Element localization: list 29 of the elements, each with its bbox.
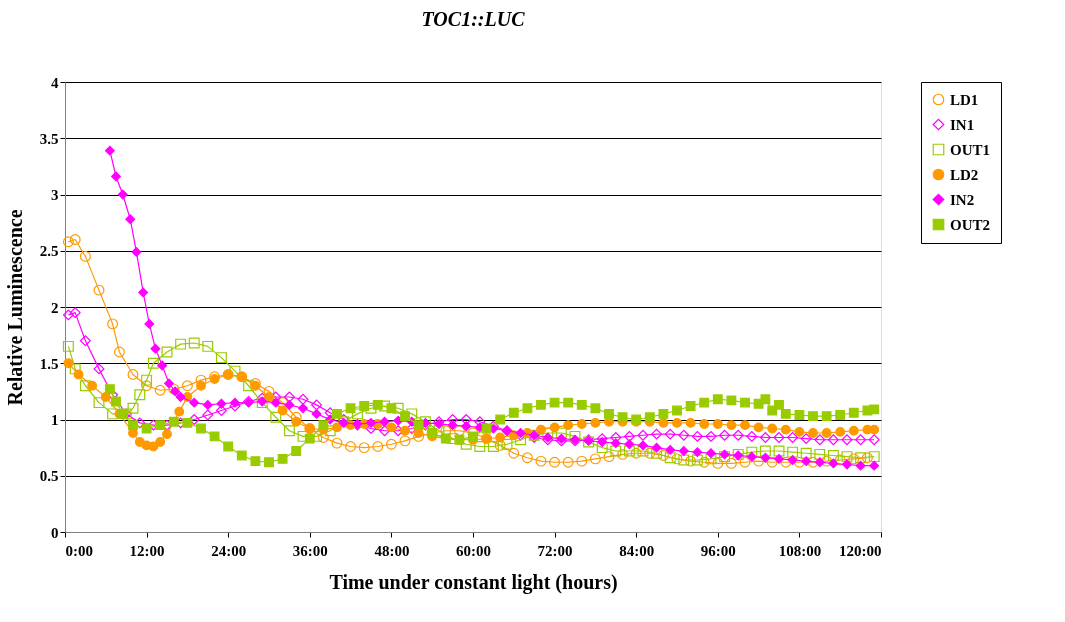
x-axis-title: Time under constant light (hours) xyxy=(329,570,618,594)
y-tick-label: 3.5 xyxy=(39,130,59,147)
x-tick-label: 60:00 xyxy=(456,542,491,559)
legend-label: OUT2 xyxy=(950,216,991,233)
x-tick-label: 108:00 xyxy=(778,542,822,559)
y-axis-title: Relative Luminescence xyxy=(3,209,26,406)
y-tick-label: 0.5 xyxy=(39,468,59,485)
chart-title: TOC1::LUC xyxy=(421,8,526,30)
x-tick-label: 84:00 xyxy=(619,542,655,559)
y-tick-label: 1 xyxy=(51,412,59,428)
y-tick-label: 0 xyxy=(51,524,59,541)
x-tick-label: 120:00 xyxy=(839,542,882,559)
x-tick-label: 96:00 xyxy=(700,542,736,559)
legend-label: IN2 xyxy=(950,191,975,208)
legend-label: LD1 xyxy=(950,91,979,108)
y-tick-label: 4 xyxy=(51,74,59,91)
y-tick-label: 1.5 xyxy=(39,355,59,372)
legend-label: IN1 xyxy=(950,116,975,133)
x-tick-label: 72:00 xyxy=(537,542,573,559)
x-tick-label: 24:00 xyxy=(211,542,247,559)
x-tick-label: 48:00 xyxy=(374,542,410,559)
y-tick-label: 3 xyxy=(51,187,59,203)
x-tick-label: 36:00 xyxy=(292,542,328,559)
x-tick-label: 0:00 xyxy=(65,542,93,559)
x-tick-label: 12:00 xyxy=(129,542,165,559)
legend-label: LD2 xyxy=(950,166,979,183)
legend-label: OUT1 xyxy=(950,141,991,158)
y-tick-label: 2 xyxy=(51,299,59,316)
y-tick-label: 2.5 xyxy=(39,243,59,260)
